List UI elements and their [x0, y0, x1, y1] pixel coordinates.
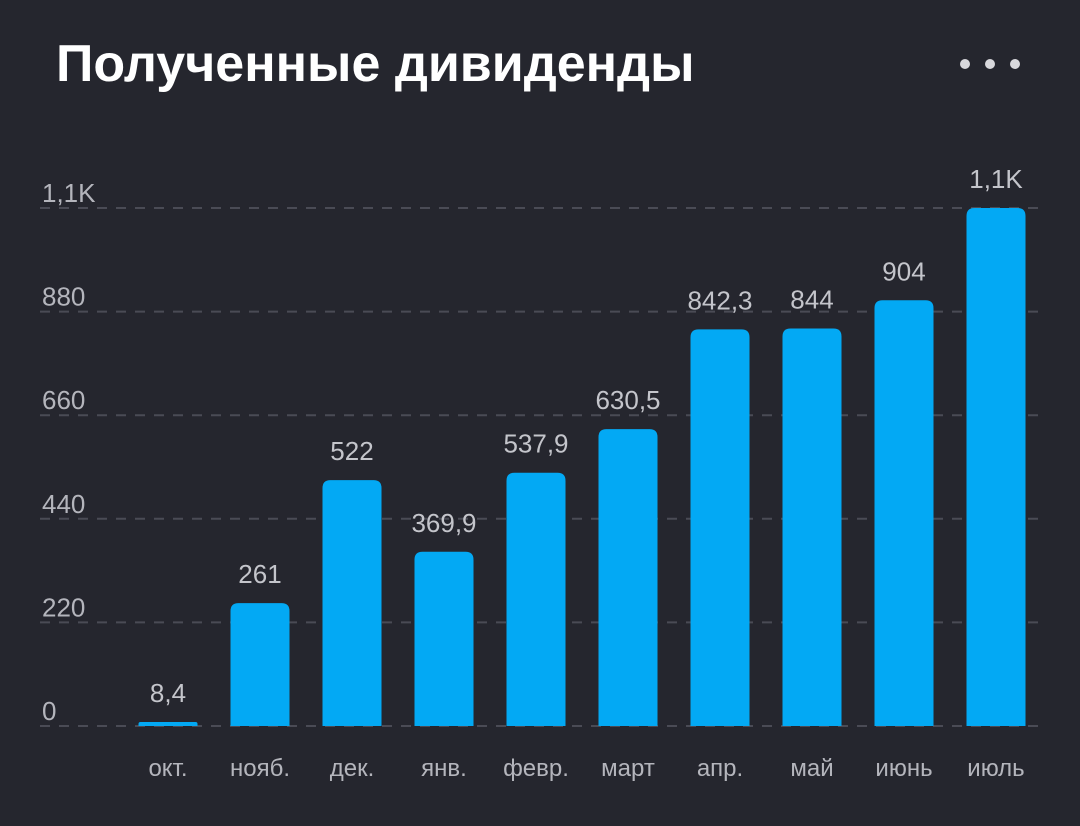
x-tick-label: июль: [967, 755, 1024, 782]
y-tick-label: 220: [42, 592, 85, 622]
x-tick-label: март: [601, 755, 655, 782]
menu-dot: [1010, 59, 1020, 69]
bar[interactable]: [874, 300, 934, 726]
menu-dot: [985, 59, 995, 69]
bar[interactable]: [506, 472, 566, 726]
y-tick-label: 440: [42, 489, 85, 519]
x-axis-ticks: окт. нояб. дек. янв. февр. март апр. май июнь июл…: [148, 755, 1024, 782]
data-label: 904: [882, 256, 925, 286]
bar[interactable]: [414, 551, 474, 726]
y-tick-label: 1,1K: [42, 178, 96, 208]
data-label: 842,3: [687, 285, 752, 315]
x-tick-label: нояб.: [230, 755, 290, 782]
data-label: 8,4: [150, 678, 186, 708]
data-label: 844: [790, 285, 833, 315]
x-tick-label: янв.: [421, 755, 467, 782]
data-label: 261: [238, 559, 281, 589]
x-tick-label: февр.: [503, 755, 569, 782]
bar[interactable]: [690, 329, 750, 726]
bars: [138, 208, 1026, 726]
menu-dot: [960, 59, 970, 69]
bar[interactable]: [598, 429, 658, 726]
bar[interactable]: [322, 480, 382, 726]
data-label: 369,9: [411, 508, 476, 538]
y-tick-label: 0: [42, 696, 56, 726]
y-axis-ticks: 0 220 440 660 880 1,1K: [42, 178, 96, 726]
x-tick-label: дек.: [330, 755, 375, 782]
data-label: 537,9: [503, 429, 568, 459]
x-tick-label: апр.: [697, 755, 743, 782]
data-label: 630,5: [595, 385, 660, 415]
data-label: 522: [330, 436, 373, 466]
x-tick-label: май: [790, 755, 833, 782]
bar[interactable]: [966, 208, 1026, 726]
bar[interactable]: [782, 328, 842, 726]
data-label: 1,1K: [969, 164, 1023, 194]
x-tick-label: окт.: [148, 755, 187, 782]
page-title: Полученные дивиденды: [56, 35, 695, 93]
x-tick-label: июнь: [875, 755, 932, 782]
bar[interactable]: [138, 722, 198, 726]
more-options-icon[interactable]: [960, 44, 1020, 84]
value-labels: 8,4 261 522 369,9 537,9 630,5 842,3 844 904 1,1K: [150, 164, 1023, 708]
bar[interactable]: [230, 603, 290, 726]
y-tick-label: 660: [42, 385, 85, 415]
y-tick-label: 880: [42, 282, 85, 312]
